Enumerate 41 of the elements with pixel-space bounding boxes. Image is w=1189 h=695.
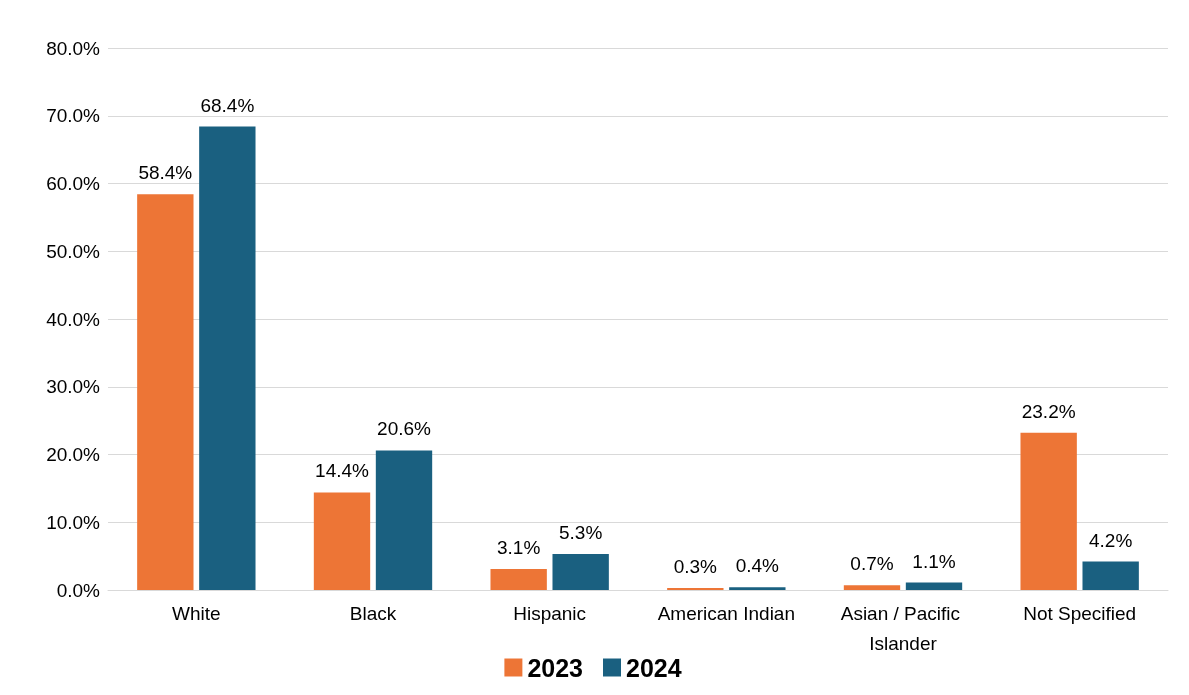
legend-label: 2024 [626,653,682,682]
y-tick-label: 80.0% [46,37,101,59]
x-tick-label: Asian / Pacific Islander [840,602,966,654]
bar [1020,432,1077,590]
bar [313,492,371,590]
y-tick-label: 10.0% [46,511,101,533]
data-label: 4.2% [1089,529,1133,551]
y-tick-label: 60.0% [46,173,101,194]
bar [490,569,547,590]
y-tick-label: 50.0% [46,240,101,262]
data-label: 23.2% [1021,400,1076,422]
legend-label: 2023 [527,653,584,682]
bar [843,585,901,590]
bar [552,554,609,590]
x-tick-label: Not Specified [1023,602,1137,624]
data-label: 5.3% [559,522,603,544]
data-label: 20.6% [377,418,432,440]
data-label: 14.4% [315,460,370,482]
x-tick-label: American Indian [657,602,795,624]
data-label: 68.4% [200,94,255,116]
bar [729,587,786,590]
data-label: 0.4% [735,555,780,577]
bar [137,194,194,590]
x-tick-label: Black [349,602,397,624]
data-label: 58.4% [138,162,193,184]
data-label: 0.7% [850,553,894,575]
y-tick-label: 40.0% [46,308,101,330]
y-tick-label: 0.0% [56,579,101,601]
x-tick-label: White [172,602,221,624]
bar [667,587,724,590]
data-label: 0.3% [673,555,718,577]
bar [375,450,433,590]
data-label: 3.1% [497,537,541,558]
x-tick-label: Hispanic [513,602,587,624]
data-label: 1.1% [912,550,956,572]
y-tick-label: 30.0% [46,376,101,398]
y-tick-label: 20.0% [46,444,101,465]
bar [905,582,963,590]
bar [1082,561,1139,590]
bar [199,126,256,590]
y-tick-label: 70.0% [46,105,101,127]
